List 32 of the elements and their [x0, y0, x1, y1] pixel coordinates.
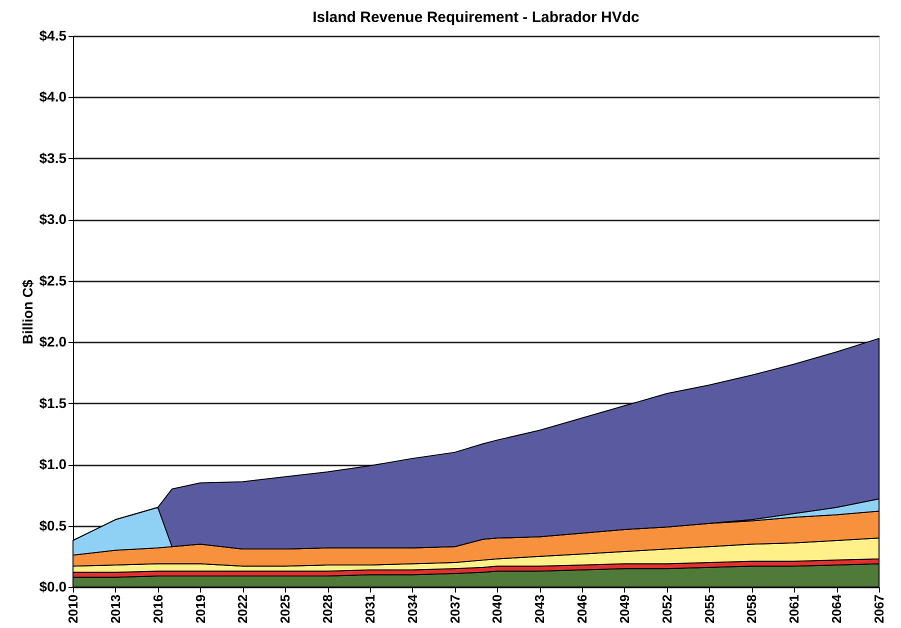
y-tick-label: $2.5: [39, 272, 67, 288]
x-tick-label: 2025: [278, 594, 293, 624]
x-tick-label: 2019: [192, 594, 208, 624]
y-tick-label: $2.0: [39, 334, 67, 350]
x-tick-label: 2061: [786, 594, 802, 624]
x-tick-label: 2016: [150, 594, 166, 624]
x-tick-label: 2010: [66, 594, 80, 624]
x-tick-label: 2043: [532, 594, 548, 624]
y-tick-label: $0.0: [39, 578, 67, 594]
y-tick-label: $3.5: [39, 150, 67, 166]
x-tick-label: 2052: [659, 594, 674, 624]
x-tick-label: 2064: [829, 594, 844, 624]
y-tick-label: $3.0: [39, 211, 67, 228]
x-tick-label: 2040: [490, 594, 505, 624]
x-tick-label: 2046: [574, 594, 590, 624]
y-tick-label: $1.0: [39, 456, 67, 472]
x-tick-label: 2049: [616, 594, 632, 624]
x-tick-label: 2037: [447, 594, 462, 624]
x-tick-label: 2022: [235, 594, 250, 624]
x-tick-label: 2055: [702, 594, 717, 624]
y-tick-label: $1.5: [39, 394, 67, 411]
y-tick-label: $4.0: [39, 88, 67, 105]
x-tick-label: 2013: [108, 594, 123, 624]
x-tick-label: 2031: [362, 594, 378, 624]
y-axis-title: Billion C$: [19, 280, 36, 344]
x-tick-label: 2028: [320, 594, 336, 624]
y-tick-label: $4.5: [39, 28, 67, 44]
y-tick-label: $0.5: [39, 517, 67, 534]
x-tick-label: 2067: [872, 594, 886, 624]
x-tick-label: 2034: [404, 594, 420, 624]
chart-title: Island Revenue Requirement - Labrador HVdc: [312, 9, 640, 26]
x-tick-label: 2058: [744, 594, 760, 624]
